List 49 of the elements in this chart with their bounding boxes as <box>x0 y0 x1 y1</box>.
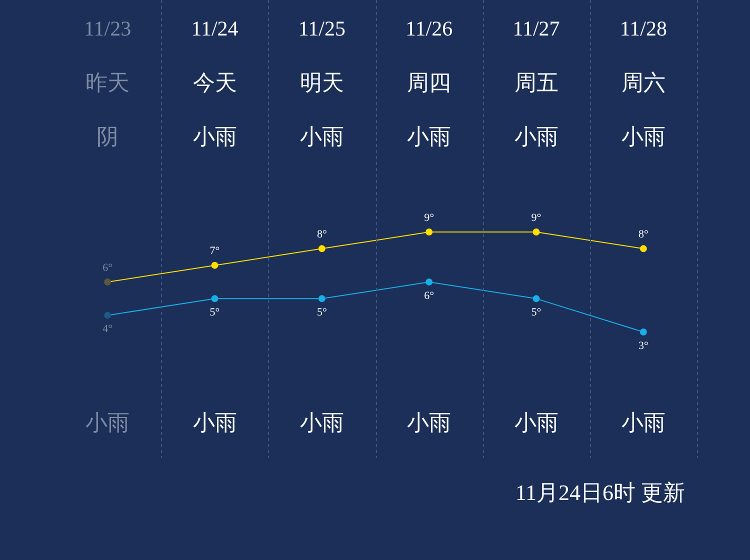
data-label: 6° <box>424 290 434 302</box>
text: 小雨 <box>192 410 237 435</box>
point <box>426 228 433 236</box>
point <box>640 245 647 252</box>
point <box>318 295 326 302</box>
point <box>104 312 112 319</box>
text: 周四 <box>407 70 452 95</box>
data-label: 8° <box>316 228 327 241</box>
x-tick-label: 11/23 <box>84 16 132 41</box>
data-label: 4° <box>102 323 113 336</box>
point <box>532 228 540 236</box>
text: 昨天 <box>86 70 130 95</box>
point <box>211 295 218 302</box>
text: 小雨 <box>407 410 452 435</box>
data-label: 5° <box>210 306 220 319</box>
data-label: 5° <box>316 306 327 319</box>
point <box>640 328 647 336</box>
point <box>426 278 433 286</box>
text: 小雨 <box>621 410 666 435</box>
point <box>532 295 540 302</box>
text: 小雨 <box>300 410 344 435</box>
text: 今天 <box>192 70 237 95</box>
data-label: 5° <box>531 306 542 319</box>
text: 小雨 <box>407 124 452 149</box>
x-tick-label: 11/28 <box>620 16 667 41</box>
text: 周五 <box>514 70 558 95</box>
text: 小雨 <box>621 124 666 149</box>
text: 11月24日6时 更新 <box>515 480 685 505</box>
text: 小雨 <box>514 410 558 435</box>
x-tick-label: 11/26 <box>406 16 453 41</box>
text: 小雨 <box>300 124 344 149</box>
text: 明天 <box>300 70 344 95</box>
x-tick-label: 11/27 <box>512 16 560 41</box>
text: 小雨 <box>514 124 558 149</box>
data-label: 6° <box>102 262 113 274</box>
data-label: 7° <box>210 245 220 258</box>
point <box>211 262 218 269</box>
text: 小雨 <box>86 410 130 435</box>
x-tick-label: 11/25 <box>298 16 346 41</box>
x-tick-label: 11/24 <box>191 16 239 41</box>
data-label: 9° <box>424 212 434 224</box>
text: 阴 <box>96 124 119 149</box>
data-label: 9° <box>531 212 542 224</box>
point <box>104 278 112 286</box>
data-label: 3° <box>638 340 648 352</box>
text: 小雨 <box>192 124 237 149</box>
data-label: 8° <box>638 228 648 241</box>
point <box>318 245 326 252</box>
text: 周六 <box>621 70 666 95</box>
